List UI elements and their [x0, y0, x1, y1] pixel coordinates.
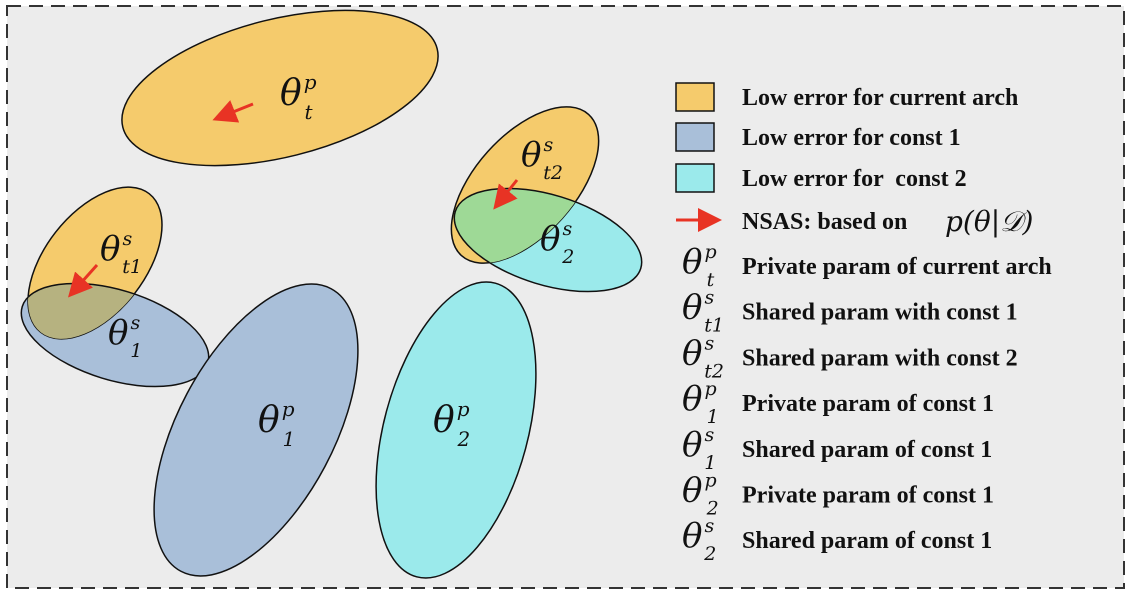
- ellipse-const1-private: [153, 283, 359, 577]
- legend-symbol-label-6: Private param of const 1: [742, 483, 994, 509]
- legend-symbol-label-3: Shared param with const 2: [742, 345, 1018, 371]
- legend-label-current-arch: Low error for current arch: [742, 85, 1018, 111]
- nsas-arrow-left: [68, 264, 99, 298]
- legend-symbol-label-5: Shared param of const 1: [742, 437, 992, 463]
- legend-symbol-2: θ s t1: [682, 287, 724, 337]
- legend-formula-nsas: p(θ|𝒟): [945, 205, 1033, 238]
- legend-symbols: θ p t Private param of current arch θ s t1 Shar…: [682, 241, 1052, 565]
- legend: Low error for current arch Low error for…: [675, 82, 1052, 565]
- legend-symbol-3: θ s t2: [682, 332, 724, 382]
- ellipse-current-arch-private: [121, 9, 439, 167]
- legend-swatch-current-arch: [675, 82, 715, 112]
- legend-symbol-label-4: Private param of const 1: [742, 391, 994, 417]
- legend-symbol-label-7: Shared param of const 1: [742, 528, 992, 554]
- legend-swatch-const1: [675, 122, 715, 152]
- legend-label-nsas: NSAS: based on: [742, 209, 907, 235]
- label-theta-t1-s: θ s t1: [100, 228, 142, 278]
- ellipse-const2-private: [375, 281, 537, 579]
- label-theta-t2-s: θ s t2: [521, 134, 563, 184]
- nsas-arrow-right: [493, 179, 519, 210]
- legend-label-const2: Low error for const 2: [742, 166, 967, 192]
- nsas-arrow-top: [212, 100, 254, 123]
- legend-symbol-label-1: Private param of current arch: [742, 254, 1052, 280]
- legend-swatch-const2: [675, 163, 715, 193]
- legend-symbol-label-2: Shared param with const 1: [742, 300, 1018, 326]
- legend-label-const1: Low error for const 1: [742, 125, 961, 151]
